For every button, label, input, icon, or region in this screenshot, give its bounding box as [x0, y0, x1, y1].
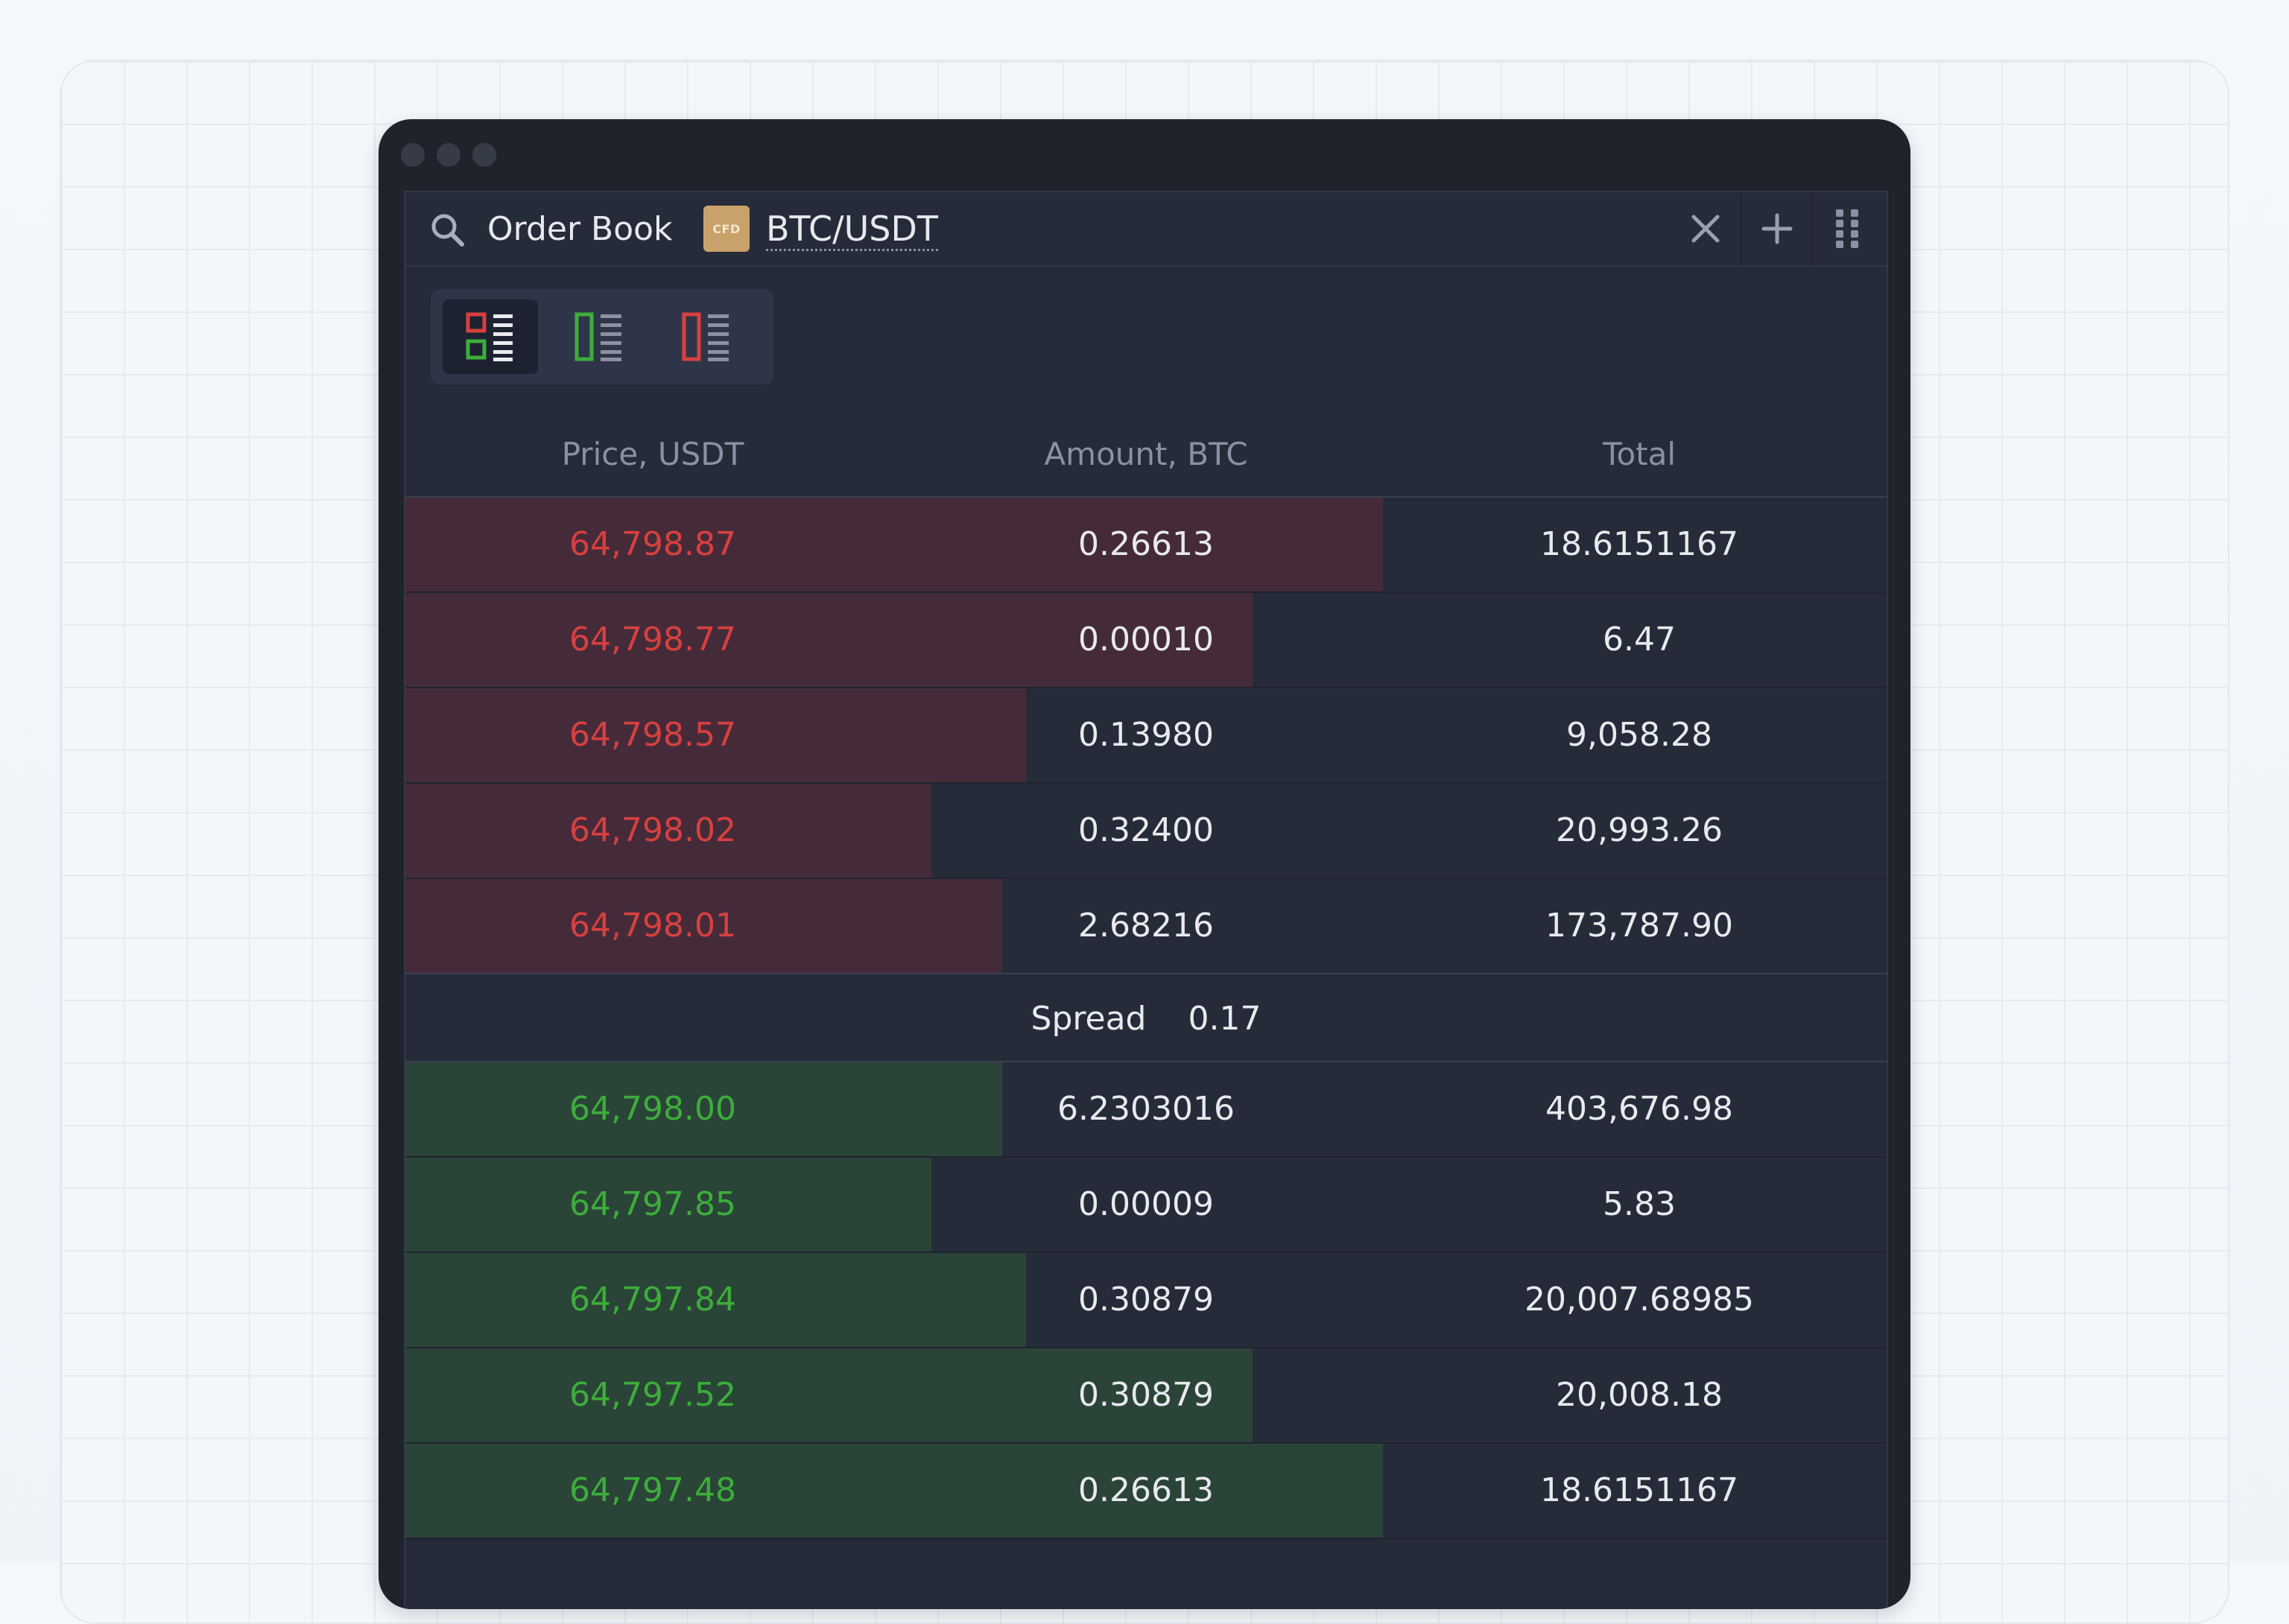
window-dot[interactable] [401, 143, 425, 167]
orderbook-bids-icon [574, 312, 621, 361]
bid-row[interactable]: 64,797.85 0.00009 5.83 [405, 1158, 1887, 1253]
spread-value: 0.17 [1188, 1000, 1261, 1038]
amount-cell: 0.00009 [1078, 1185, 1214, 1223]
bid-row[interactable]: 64,797.48 0.26613 18.6151167 [405, 1444, 1887, 1539]
price-column-header[interactable]: Price, USDT [561, 436, 744, 472]
depth-bar [405, 1062, 1003, 1156]
total-cell: 18.6151167 [1540, 1471, 1738, 1509]
price-cell: 64,798.02 [569, 811, 736, 849]
total-cell: 173,787.90 [1545, 907, 1733, 945]
total-cell: 20,993.26 [1556, 811, 1723, 849]
amount-cell: 0.26613 [1078, 525, 1214, 563]
view-bids-button[interactable] [551, 299, 647, 374]
grip-icon [1836, 209, 1858, 248]
amount-cell: 0.00010 [1078, 621, 1214, 659]
bid-row[interactable]: 64,797.84 0.30879 20,007.68985 [405, 1253, 1887, 1348]
view-both-button[interactable] [443, 299, 538, 374]
panel-title: Order Book [487, 210, 673, 248]
depth-bar [405, 1158, 931, 1252]
price-cell: 64,798.77 [569, 621, 736, 659]
order-book-panel: Order Book CFD BTC/USDT [404, 191, 1888, 1609]
total-cell: 9,058.28 [1566, 716, 1712, 754]
total-cell: 403,676.98 [1545, 1090, 1733, 1128]
amount-column-header[interactable]: Amount, BTC [1044, 436, 1248, 472]
price-cell: 64,797.85 [569, 1185, 736, 1223]
window-controls [401, 143, 496, 167]
bid-row[interactable]: 64,797.52 0.30879 20,008.18 [405, 1348, 1887, 1444]
view-asks-button[interactable] [659, 299, 754, 374]
panel-header: Order Book CFD BTC/USDT [405, 192, 1887, 267]
total-cell: 20,008.18 [1556, 1376, 1723, 1414]
ask-row[interactable]: 64,798.77 0.00010 6.47 [405, 593, 1887, 688]
ask-row[interactable]: 64,798.01 2.68216 173,787.90 [405, 879, 1887, 974]
price-cell: 64,797.52 [569, 1376, 736, 1414]
price-cell: 64,797.84 [569, 1281, 736, 1319]
depth-bar [405, 688, 1026, 782]
window-dot[interactable] [437, 143, 460, 167]
total-cell: 20,007.68985 [1525, 1281, 1754, 1319]
window-dot[interactable] [472, 143, 496, 167]
view-mode-toolbar [431, 289, 773, 384]
price-cell: 64,798.00 [569, 1090, 736, 1128]
amount-cell: 0.13980 [1078, 716, 1214, 754]
amount-cell: 0.32400 [1078, 811, 1214, 849]
depth-bar [405, 498, 1384, 591]
amount-cell: 0.26613 [1078, 1471, 1214, 1509]
close-button[interactable] [1672, 192, 1739, 265]
price-cell: 64,797.48 [569, 1471, 736, 1509]
total-column-header[interactable]: Total [1602, 436, 1677, 472]
amount-cell: 6.2303016 [1057, 1090, 1235, 1128]
ask-row[interactable]: 64,798.02 0.32400 20,993.26 [405, 784, 1887, 879]
drag-handle[interactable] [1812, 192, 1884, 265]
depth-bar [405, 879, 1003, 973]
depth-bar [405, 1253, 1026, 1347]
spread-row: Spread 0.17 [405, 973, 1887, 1062]
spread-label: Spread [1030, 1000, 1147, 1038]
price-cell: 64,798.57 [569, 716, 736, 754]
total-cell: 5.83 [1603, 1185, 1676, 1223]
ask-row[interactable]: 64,798.57 0.13980 9,058.28 [405, 688, 1887, 784]
orderbook-asks-icon [682, 312, 729, 361]
depth-bar [405, 1348, 1253, 1442]
depth-bar [405, 1444, 1384, 1538]
app-window: Order Book CFD BTC/USDT [379, 119, 1910, 1609]
ask-row[interactable]: 64,798.87 0.26613 18.6151167 [405, 498, 1887, 593]
orderbook-both-icon [466, 312, 513, 361]
amount-cell: 2.68216 [1078, 907, 1214, 945]
price-cell: 64,798.01 [569, 907, 736, 945]
amount-cell: 0.30879 [1078, 1376, 1214, 1414]
amount-cell: 0.30879 [1078, 1281, 1214, 1319]
close-icon [1691, 215, 1720, 243]
add-button[interactable] [1741, 192, 1814, 265]
search-icon[interactable] [428, 210, 466, 249]
depth-bar [405, 784, 931, 878]
cfd-badge: CFD [703, 206, 750, 252]
total-cell: 18.6151167 [1540, 525, 1738, 563]
table-header: Price, USDT Amount, BTC Total [405, 413, 1887, 498]
plus-icon [1761, 213, 1793, 244]
depth-bar [405, 593, 1253, 687]
total-cell: 6.47 [1603, 621, 1676, 659]
symbol-selector[interactable]: BTC/USDT [766, 210, 938, 251]
bid-row[interactable]: 64,798.00 6.2303016 403,676.98 [405, 1062, 1887, 1158]
price-cell: 64,798.87 [569, 525, 736, 563]
